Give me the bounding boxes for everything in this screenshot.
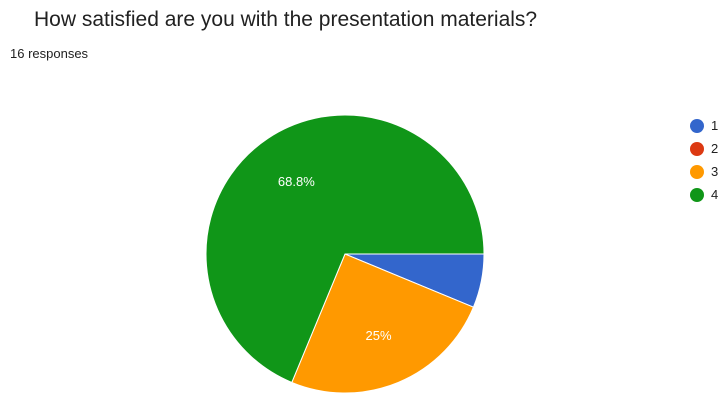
- legend-swatch-3: [690, 164, 704, 179]
- response-count: 16 responses: [10, 46, 89, 61]
- legend-label-2: 2: [711, 141, 719, 156]
- legend-swatch-1: [690, 118, 704, 133]
- slice-label-4: 68.8%: [278, 174, 315, 189]
- legend-item-2[interactable]: 2: [690, 137, 718, 160]
- legend-swatch-4: [690, 187, 704, 202]
- legend-label-3: 3: [711, 164, 719, 179]
- pie-slice-3[interactable]: [291, 253, 475, 394]
- slice-label-3: 25%: [365, 328, 391, 343]
- legend-swatch-2: [690, 141, 704, 156]
- legend-label-1: 1: [711, 118, 719, 133]
- legend-label-4: 4: [711, 187, 719, 202]
- pie-slice-4[interactable]: [205, 114, 485, 384]
- legend-item-4[interactable]: 4: [690, 183, 718, 206]
- chart-title: How satisfied are you with the presentat…: [34, 8, 538, 31]
- legend-item-3[interactable]: 3: [690, 160, 718, 183]
- chart-legend: 1 2 3 4: [690, 114, 718, 206]
- legend-item-1[interactable]: 1: [690, 114, 718, 137]
